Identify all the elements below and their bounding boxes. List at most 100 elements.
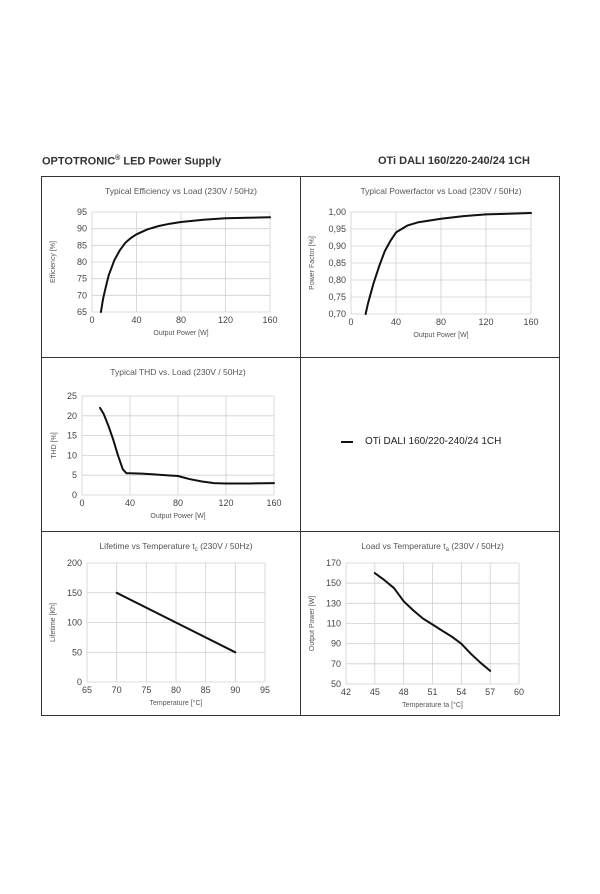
y-tick-label: 0,95	[328, 224, 346, 234]
chart-title: Typical Powerfactor vs Load (230V / 50Hz…	[360, 186, 521, 196]
loadtemp-chart-panel: Load vs Temperature ta (230V / 50Hz) 42 45…	[300, 531, 560, 716]
brand-name: OPTOTRONIC	[42, 155, 116, 168]
chart-title-subscript: a	[446, 547, 450, 553]
thd-chart-panel: Typical THD vs. Load (230V / 50Hz) 0 40 80 1…	[41, 357, 301, 532]
y-tick-label: 0,75	[328, 292, 346, 302]
y-tick-label: 0,80	[328, 275, 346, 285]
y-axis-label: Power Factor [%]	[309, 236, 316, 290]
x-tick-label: 0	[79, 498, 84, 508]
y-tick-label: 95	[77, 207, 87, 217]
y-tick-label: 0,90	[328, 241, 346, 251]
x-tick-label: 40	[131, 315, 141, 325]
y-tick-label: 50	[331, 679, 341, 689]
x-tick-label: 95	[260, 685, 270, 695]
y-axis-label: THD [%]	[51, 432, 58, 459]
y-tick-label: 20	[67, 411, 77, 421]
legend-panel: OTi DALI 160/220-240/24 1CH	[300, 357, 560, 532]
y-tick-label: 1,00	[328, 207, 346, 217]
y-tick-label: 10	[67, 450, 77, 460]
y-tick-label: 0,70	[328, 309, 346, 319]
x-axis-label: Output Power [W]	[153, 330, 208, 337]
powerfactor-chart-panel: Typical Powerfactor vs Load (230V / 50Hz…	[300, 176, 560, 358]
efficiency-chart: Typical Efficiency vs Load (230V / 50Hz)…	[50, 186, 278, 337]
x-tick-label: 70	[112, 685, 122, 695]
y-tick-label: 70	[331, 659, 341, 669]
x-tick-label: 57	[485, 687, 495, 697]
powerfactor-chart: Typical Powerfactor vs Load (230V / 50Hz…	[309, 186, 539, 339]
y-tick-label: 15	[67, 431, 77, 441]
x-tick-label: 120	[218, 498, 233, 508]
x-tick-label: 120	[478, 317, 493, 327]
y-tick-label: 170	[326, 558, 341, 568]
x-tick-label: 45	[370, 687, 380, 697]
x-axis-label: Temperature ta [°C]	[402, 701, 463, 709]
x-axis-label: Temperature [°C]	[150, 699, 203, 707]
x-tick-label: 160	[266, 498, 281, 508]
x-tick-label: 48	[399, 687, 409, 697]
series-line	[373, 572, 492, 672]
brand-suffix: LED Power Supply	[120, 155, 222, 168]
x-tick-label: 80	[171, 685, 181, 695]
series-line	[115, 591, 237, 654]
x-tick-label: 120	[218, 315, 233, 325]
brand-header: OPTOTRONIC® LED Power Supply	[42, 155, 221, 168]
x-tick-label: 90	[230, 685, 240, 695]
legend-label: OTi DALI 160/220-240/24 1CH	[365, 436, 502, 447]
efficiency-chart-panel: Typical Efficiency vs Load (230V / 50Hz)…	[41, 176, 301, 358]
lifetime-chart-panel: Lifetime vs Temperature tc (230V / 50Hz)…	[41, 531, 301, 716]
x-tick-label: 80	[436, 317, 446, 327]
x-tick-label: 60	[514, 687, 524, 697]
brand-mark: ®	[115, 155, 121, 162]
x-tick-label: 51	[427, 687, 437, 697]
x-tick-label: 160	[262, 315, 277, 325]
y-tick-label: 90	[331, 639, 341, 649]
y-tick-label: 80	[77, 257, 87, 267]
chart-title-subscript: c	[195, 547, 198, 553]
x-axis-label: Output Power [W]	[150, 513, 205, 520]
y-tick-label: 0	[72, 490, 77, 500]
chart-title: Typical THD vs. Load (230V / 50Hz)	[110, 367, 246, 377]
model-header: OTi DALI 160/220-240/24 1CH	[377, 155, 530, 167]
x-tick-label: 65	[82, 685, 92, 695]
chart-title-main: Lifetime vs Temperature t	[99, 541, 195, 551]
y-axis-label: Lifetime [Kh]	[50, 603, 57, 642]
y-tick-label: 90	[77, 224, 87, 234]
chart-title-main: Load vs Temperature t	[361, 541, 446, 551]
y-tick-label: 110	[327, 619, 341, 629]
legend: OTi DALI 160/220-240/24 1CH	[341, 436, 501, 447]
y-axis-label: Output Power [W]	[309, 596, 316, 651]
x-tick-label: 54	[456, 687, 466, 697]
chart-title: Load vs Temperature ta (230V / 50Hz)	[361, 541, 504, 553]
series-line	[99, 406, 275, 485]
x-tick-label: 160	[523, 317, 538, 327]
y-tick-label: 0	[77, 677, 82, 687]
x-tick-label: 80	[176, 315, 186, 325]
loadtemp-chart: Load vs Temperature ta (230V / 50Hz) 42 45…	[309, 541, 524, 709]
series-line	[364, 212, 532, 315]
legend-line-swatch	[341, 440, 353, 443]
x-tick-label: 75	[141, 685, 151, 695]
lifetime-chart: Lifetime vs Temperature tc (230V / 50Hz)…	[50, 541, 270, 707]
y-tick-label: 0,85	[328, 258, 346, 268]
series-line	[99, 216, 271, 313]
chart-title: Typical Efficiency vs Load (230V / 50Hz)	[105, 186, 257, 196]
y-axis-label: Efficiency [%]	[50, 241, 57, 283]
y-tick-label: 85	[77, 240, 87, 250]
chart-title: Lifetime vs Temperature tc (230V / 50Hz)	[99, 541, 252, 553]
x-tick-label: 40	[391, 317, 401, 327]
y-tick-label: 50	[72, 647, 82, 657]
y-tick-label: 130	[326, 598, 341, 608]
x-tick-label: 42	[341, 687, 351, 697]
x-tick-label: 80	[173, 498, 183, 508]
x-axis-label: Output Power [W]	[413, 332, 468, 339]
chart-title-rest: (230V / 50Hz)	[198, 541, 253, 551]
thd-chart: Typical THD vs. Load (230V / 50Hz) 0 40 80 1…	[51, 367, 282, 520]
y-tick-label: 150	[326, 578, 341, 588]
y-tick-label: 25	[67, 391, 77, 401]
y-tick-label: 100	[67, 618, 82, 628]
x-tick-label: 85	[201, 685, 211, 695]
x-tick-label: 0	[348, 317, 353, 327]
y-tick-label: 65	[77, 307, 87, 317]
y-tick-label: 200	[67, 558, 82, 568]
y-tick-label: 5	[72, 470, 77, 480]
